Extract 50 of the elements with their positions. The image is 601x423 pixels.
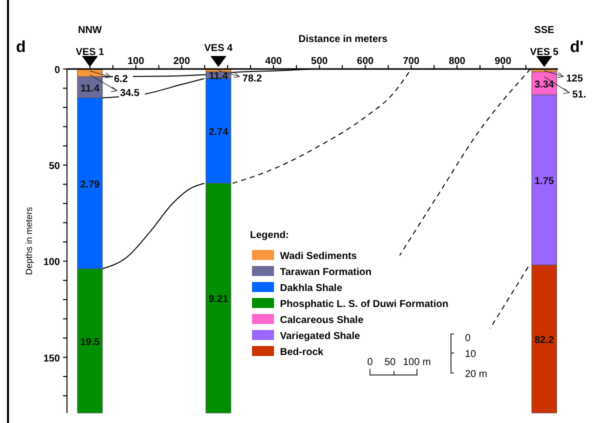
annotation: 3.34 — [534, 79, 554, 90]
annotation: 9.21 — [208, 294, 229, 306]
x-tick-label: 400 — [265, 56, 282, 67]
annotation: 2.79 — [80, 179, 100, 190]
line-series — [101, 182, 205, 270]
annotation: 19.5 — [80, 336, 100, 348]
annotation: 11.4 — [208, 71, 228, 82]
y-tick-label: 150 — [43, 353, 60, 364]
annotation: 0 — [367, 357, 374, 368]
legend-title: Legend: — [250, 230, 289, 241]
legend-label: Calcareous Shale — [280, 315, 364, 326]
x-tick-label: 700 — [402, 56, 420, 67]
legend-label: Dakhla Shale — [280, 283, 343, 294]
annotation: 1.75 — [534, 176, 554, 187]
y-axis-title: Depths in meters — [24, 206, 34, 276]
annotation: 50 — [384, 357, 396, 368]
annotation: 34.5 — [120, 88, 140, 99]
annotation: 2.74 — [208, 126, 229, 138]
x-tick-label: 500 — [311, 56, 328, 67]
x-tick-label: 600 — [356, 56, 374, 67]
annotation: 82.2 — [534, 335, 554, 346]
text: d — [16, 39, 26, 56]
text: d' — [570, 39, 584, 56]
annotation: 10 — [465, 349, 477, 360]
legend-label: Phosphatic L. S. of Duwi Formation — [280, 299, 448, 310]
y-tick-label: 0 — [54, 65, 60, 76]
y-tick-label: 100 — [43, 257, 60, 268]
annotation: 51. — [572, 90, 586, 101]
annotation: 125 — [566, 74, 584, 85]
x-tick-label: 200 — [173, 56, 190, 67]
legend-label: Wadi Sediments — [280, 251, 358, 262]
text: VES 4 — [204, 43, 234, 54]
annotation: 78.2 — [242, 74, 262, 85]
annotation: 11.4 — [80, 83, 100, 94]
annotation: 0 — [465, 333, 471, 344]
text: SSE — [534, 25, 555, 36]
annotation: 6.2 — [114, 74, 128, 85]
text: NNW — [78, 25, 102, 36]
legend-label: Tarawan Formation — [280, 267, 372, 278]
x-tick-label: 900 — [494, 56, 512, 67]
annotation: 20 m — [465, 369, 488, 380]
y-tick-label: 50 — [48, 161, 60, 172]
x-tick-label: 100 — [127, 56, 145, 67]
x-axis-title: Distance in meters — [298, 34, 388, 45]
legend-label: Variegated Shale — [280, 331, 360, 342]
annotation: 100 m — [403, 357, 431, 368]
text: VES 1 — [76, 47, 105, 58]
x-tick-label: 800 — [448, 56, 466, 67]
text: VES 5 — [530, 47, 559, 58]
legend-label: Bed-rock — [280, 347, 324, 358]
